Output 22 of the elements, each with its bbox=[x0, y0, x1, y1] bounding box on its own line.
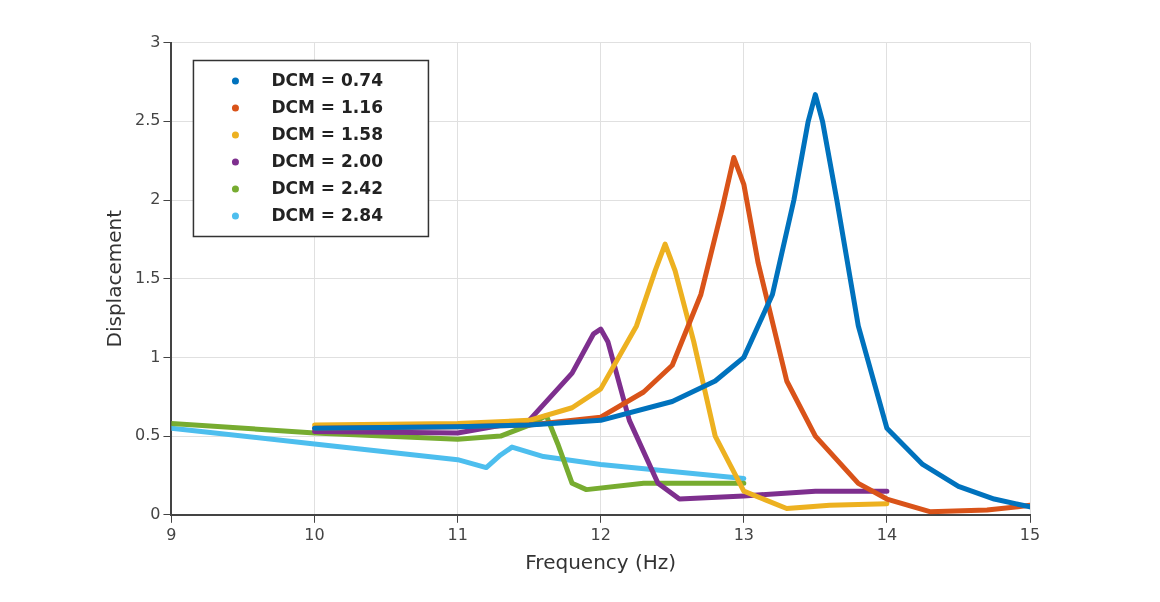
y-tick-label: 0 bbox=[150, 503, 161, 523]
y-tick-label: 3 bbox=[150, 31, 161, 51]
legend-label: DCM = 2.42 bbox=[271, 177, 383, 198]
x-tick-label: 10 bbox=[304, 524, 325, 544]
x-axis-title: Frequency (Hz) bbox=[525, 550, 677, 575]
y-tick-label: 2 bbox=[150, 189, 161, 209]
x-tick-label: 12 bbox=[590, 524, 611, 544]
x-tick-label: 13 bbox=[733, 524, 754, 544]
legend-label: DCM = 1.16 bbox=[271, 96, 383, 117]
legend-label: DCM = 2.84 bbox=[271, 204, 384, 225]
y-tick-label: 1.5 bbox=[134, 267, 161, 287]
legend-label: DCM = 0.74 bbox=[271, 69, 384, 90]
y-tick-label: 0.5 bbox=[134, 425, 161, 445]
x-tick-label: 11 bbox=[447, 524, 468, 544]
y-axis-title: Displacement bbox=[102, 209, 127, 348]
legend-label: DCM = 2.00 bbox=[271, 150, 384, 171]
y-tick-label: 1 bbox=[150, 346, 161, 366]
legend-label: DCM = 1.58 bbox=[271, 123, 383, 144]
x-tick-label: 15 bbox=[1019, 524, 1041, 544]
x-tick-label: 9 bbox=[166, 524, 177, 544]
x-tick-label: 14 bbox=[876, 524, 898, 544]
y-tick-label: 2.5 bbox=[134, 110, 161, 130]
